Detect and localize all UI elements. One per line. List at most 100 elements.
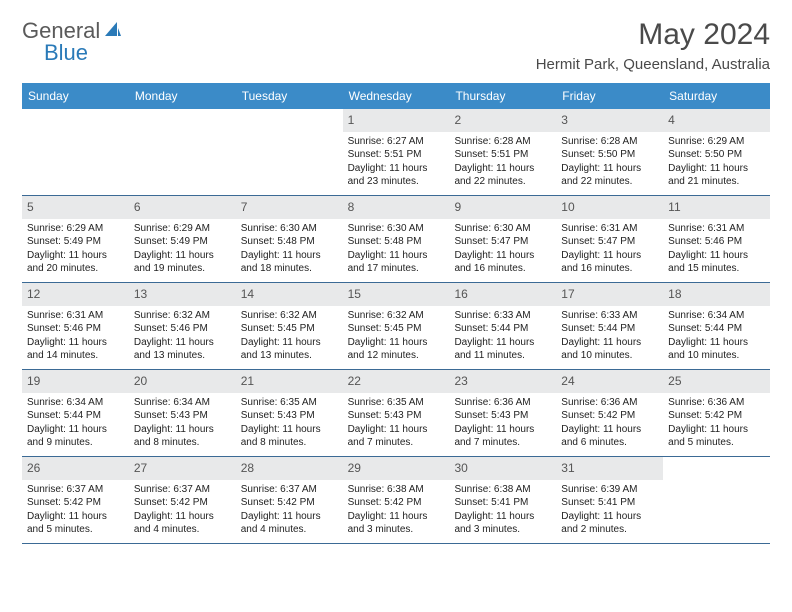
header: General Blue May 2024 Hermit Park, Queen… <box>22 18 770 73</box>
daylight-line: Daylight: 11 hours and 14 minutes. <box>27 336 124 363</box>
day-number <box>241 113 244 127</box>
day-cell <box>22 109 129 195</box>
sunrise-line: Sunrise: 6:28 AM <box>454 135 551 149</box>
daylight-line: Daylight: 11 hours and 23 minutes. <box>348 162 445 189</box>
sunrise-line: Sunrise: 6:29 AM <box>134 222 231 236</box>
day-cell: 23Sunrise: 6:36 AMSunset: 5:43 PMDayligh… <box>449 370 556 456</box>
sunset-line: Sunset: 5:44 PM <box>454 322 551 336</box>
sunset-line: Sunset: 5:46 PM <box>27 322 124 336</box>
daylight-line: Daylight: 11 hours and 13 minutes. <box>241 336 338 363</box>
day-number-row <box>22 109 129 132</box>
day-number: 11 <box>668 200 680 214</box>
day-cell: 28Sunrise: 6:37 AMSunset: 5:42 PMDayligh… <box>236 457 343 543</box>
day-number: 31 <box>561 461 574 475</box>
dow-cell: Friday <box>556 83 663 109</box>
day-number: 5 <box>27 200 34 214</box>
daylight-line: Daylight: 11 hours and 5 minutes. <box>668 423 765 450</box>
day-number-row: 28 <box>236 457 343 480</box>
sunrise-line: Sunrise: 6:38 AM <box>454 483 551 497</box>
day-number: 19 <box>27 374 40 388</box>
day-number: 30 <box>454 461 467 475</box>
sunset-line: Sunset: 5:47 PM <box>561 235 658 249</box>
sunset-line: Sunset: 5:48 PM <box>348 235 445 249</box>
day-number: 29 <box>348 461 361 475</box>
day-number-row: 16 <box>449 283 556 306</box>
sunrise-line: Sunrise: 6:32 AM <box>134 309 231 323</box>
day-number: 16 <box>454 287 467 301</box>
day-number-row: 23 <box>449 370 556 393</box>
sunrise-line: Sunrise: 6:36 AM <box>454 396 551 410</box>
day-number: 26 <box>27 461 40 475</box>
sunrise-line: Sunrise: 6:28 AM <box>561 135 658 149</box>
dow-cell: Saturday <box>663 83 770 109</box>
daylight-line: Daylight: 11 hours and 12 minutes. <box>348 336 445 363</box>
day-cell: 4Sunrise: 6:29 AMSunset: 5:50 PMDaylight… <box>663 109 770 195</box>
day-cell: 2Sunrise: 6:28 AMSunset: 5:51 PMDaylight… <box>449 109 556 195</box>
day-number-row: 12 <box>22 283 129 306</box>
sunset-line: Sunset: 5:43 PM <box>454 409 551 423</box>
sunset-line: Sunset: 5:45 PM <box>348 322 445 336</box>
week-row: 1Sunrise: 6:27 AMSunset: 5:51 PMDaylight… <box>22 109 770 196</box>
day-cell: 7Sunrise: 6:30 AMSunset: 5:48 PMDaylight… <box>236 196 343 282</box>
location-text: Hermit Park, Queensland, Australia <box>536 56 770 73</box>
day-cell: 19Sunrise: 6:34 AMSunset: 5:44 PMDayligh… <box>22 370 129 456</box>
day-cell: 3Sunrise: 6:28 AMSunset: 5:50 PMDaylight… <box>556 109 663 195</box>
day-cell: 21Sunrise: 6:35 AMSunset: 5:43 PMDayligh… <box>236 370 343 456</box>
day-number: 13 <box>134 287 147 301</box>
title-block: May 2024 Hermit Park, Queensland, Austra… <box>536 18 770 73</box>
dow-cell: Sunday <box>22 83 129 109</box>
sunrise-line: Sunrise: 6:37 AM <box>27 483 124 497</box>
day-number-row: 15 <box>343 283 450 306</box>
logo-sail-icon <box>104 20 122 43</box>
day-number-row: 11 <box>663 196 770 219</box>
day-cell: 13Sunrise: 6:32 AMSunset: 5:46 PMDayligh… <box>129 283 236 369</box>
day-number-row: 22 <box>343 370 450 393</box>
daylight-line: Daylight: 11 hours and 9 minutes. <box>27 423 124 450</box>
daylight-line: Daylight: 11 hours and 4 minutes. <box>134 510 231 537</box>
day-cell: 18Sunrise: 6:34 AMSunset: 5:44 PMDayligh… <box>663 283 770 369</box>
day-cell: 25Sunrise: 6:36 AMSunset: 5:42 PMDayligh… <box>663 370 770 456</box>
logo-text-blue: Blue <box>44 40 88 66</box>
day-number: 27 <box>134 461 147 475</box>
sunset-line: Sunset: 5:44 PM <box>561 322 658 336</box>
day-number <box>27 113 30 127</box>
daylight-line: Daylight: 11 hours and 11 minutes. <box>454 336 551 363</box>
day-number-row <box>129 109 236 132</box>
sunset-line: Sunset: 5:42 PM <box>561 409 658 423</box>
sunrise-line: Sunrise: 6:33 AM <box>454 309 551 323</box>
day-number-row: 3 <box>556 109 663 132</box>
day-cell: 16 Sunrise: 6:33 AMSunset: 5:44 PMDayligh… <box>449 283 556 369</box>
day-cell: 8Sunrise: 6:30 AMSunset: 5:48 PMDaylight… <box>343 196 450 282</box>
day-cell: 30Sunrise: 6:38 AMSunset: 5:41 PMDayligh… <box>449 457 556 543</box>
day-cell <box>236 109 343 195</box>
daylight-line: Daylight: 11 hours and 10 minutes. <box>561 336 658 363</box>
sunrise-line: Sunrise: 6:31 AM <box>27 309 124 323</box>
sunrise-line: Sunrise: 6:34 AM <box>27 396 124 410</box>
day-cell: 1Sunrise: 6:27 AMSunset: 5:51 PMDaylight… <box>343 109 450 195</box>
day-number-row: 2 <box>449 109 556 132</box>
sunrise-line: Sunrise: 6:32 AM <box>348 309 445 323</box>
week-row: 26Sunrise: 6:37 AMSunset: 5:42 PMDayligh… <box>22 457 770 544</box>
sunrise-line: Sunrise: 6:31 AM <box>668 222 765 236</box>
sunrise-line: Sunrise: 6:36 AM <box>668 396 765 410</box>
sunset-line: Sunset: 5:41 PM <box>561 496 658 510</box>
sunset-line: Sunset: 5:43 PM <box>134 409 231 423</box>
dow-cell: Thursday <box>449 83 556 109</box>
day-number: 22 <box>348 374 361 388</box>
day-number-row: 4 <box>663 109 770 132</box>
day-number <box>134 113 137 127</box>
day-number: 7 <box>241 200 248 214</box>
day-number-row <box>663 457 770 480</box>
daylight-line: Daylight: 11 hours and 8 minutes. <box>134 423 231 450</box>
day-number: 15 <box>348 287 361 301</box>
day-number: 23 <box>454 374 467 388</box>
daylight-line: Daylight: 11 hours and 21 minutes. <box>668 162 765 189</box>
sunrise-line: Sunrise: 6:30 AM <box>241 222 338 236</box>
daylight-line: Daylight: 11 hours and 3 minutes. <box>348 510 445 537</box>
calendar: SundayMondayTuesdayWednesdayThursdayFrid… <box>22 83 770 544</box>
sunrise-line: Sunrise: 6:39 AM <box>561 483 658 497</box>
week-row: 19Sunrise: 6:34 AMSunset: 5:44 PMDayligh… <box>22 370 770 457</box>
sunrise-line: Sunrise: 6:29 AM <box>668 135 765 149</box>
day-number-row <box>236 109 343 132</box>
daylight-line: Daylight: 11 hours and 16 minutes. <box>561 249 658 276</box>
